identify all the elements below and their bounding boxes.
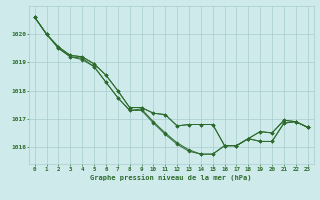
X-axis label: Graphe pression niveau de la mer (hPa): Graphe pression niveau de la mer (hPa) [91,175,252,181]
